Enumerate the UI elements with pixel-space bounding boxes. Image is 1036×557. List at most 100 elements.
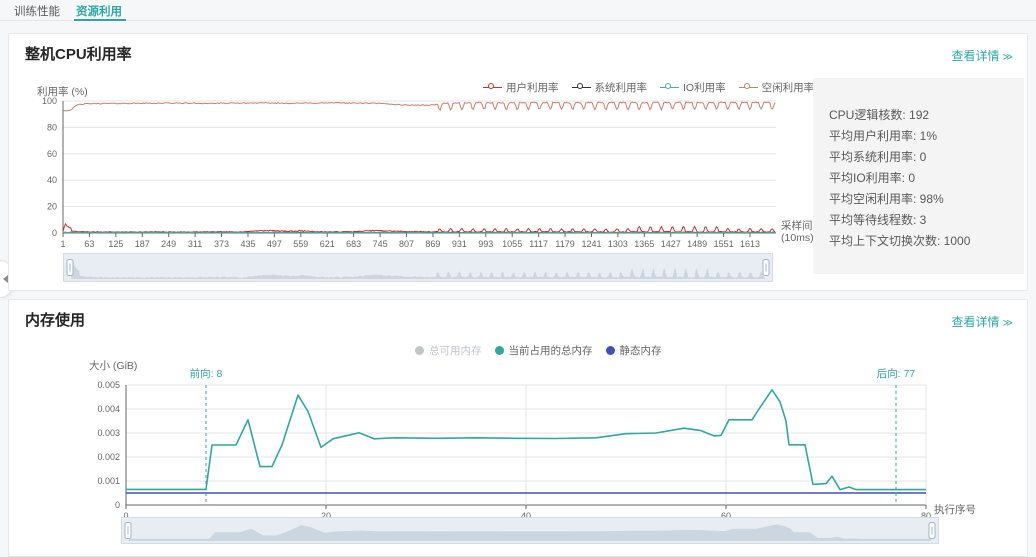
svg-text:63: 63 <box>84 239 94 249</box>
cpu-stats-panel: CPU逻辑核数: 192 平均用户利用率: 1% 平均系统利用率: 0 平均IO利用率… <box>813 78 1024 274</box>
dot-marker-icon <box>415 346 424 355</box>
svg-text:745: 745 <box>373 239 388 249</box>
stat-row: 平均IO利用率: 0 <box>829 168 1008 189</box>
legend-item-available[interactable]: 总可用内存 <box>415 343 482 358</box>
stat-value: 1000 <box>943 234 971 248</box>
svg-text:60: 60 <box>721 511 731 521</box>
stat-value: 0 <box>919 150 927 164</box>
svg-text:0.001: 0.001 <box>97 476 120 486</box>
legend-label: IO利用率 <box>683 82 726 94</box>
line-marker-icon <box>483 83 502 92</box>
memory-legend: 总可用内存 当前占用的总内存 静态内存 <box>415 343 675 358</box>
line-marker-icon <box>571 83 591 92</box>
svg-text:后向: 77: 后向: 77 <box>877 367 916 380</box>
svg-text:931: 931 <box>452 239 467 249</box>
legend-item-used[interactable]: 当前占用的总内存 <box>494 343 593 358</box>
stat-value: 98% <box>919 192 944 206</box>
memory-datazoom-slider[interactable] <box>121 517 939 544</box>
cpu-utilization-panel: 整机CPU利用率 查看详情 ≫ 用户利用率 系统利用率 IO利用率 空闲利用率 利用率 … <box>8 33 1028 291</box>
cpu-view-details-label: 查看详情 <box>951 49 1000 63</box>
cpu-datazoom-slider[interactable] <box>63 253 773 282</box>
svg-text:40: 40 <box>47 175 57 185</box>
stat-label: 平均等待线程数: <box>829 213 920 227</box>
legend-label: 系统利用率 <box>594 82 648 94</box>
svg-text:0: 0 <box>123 511 128 521</box>
memory-view-details-label: 查看详情 <box>951 315 1000 329</box>
legend-label: 空闲利用率 <box>761 82 815 94</box>
double-chevron-right-icon: ≫ <box>1002 318 1013 329</box>
svg-text:1489: 1489 <box>687 239 707 249</box>
memory-usage-chart: 0 0.001 0.002 0.003 0.004 0.005 0 20 40 60 80 前向: 8… <box>97 367 976 521</box>
legend-item-static[interactable]: 静态内存 <box>605 343 662 358</box>
svg-text:执行序号: 执行序号 <box>934 503 976 516</box>
collapse-left-icon <box>3 275 8 283</box>
dot-marker-icon <box>605 346 615 355</box>
tab-resource-utilization[interactable]: 资源利用 <box>76 6 122 18</box>
legend-item-user[interactable]: 用户利用率 <box>483 80 559 95</box>
legend-item-system[interactable]: 系统利用率 <box>571 80 648 95</box>
cpu-panel-title: 整机CPU利用率 <box>25 46 132 63</box>
legend-item-idle[interactable]: 空闲利用率 <box>738 80 815 95</box>
legend-label: 当前占用的总内存 <box>508 345 593 357</box>
stat-value: 192 <box>909 108 930 122</box>
svg-text:125: 125 <box>108 239 123 249</box>
legend-label: 静态内存 <box>619 345 662 357</box>
cpu-y-axis-name: 利用率 (%) <box>37 86 88 98</box>
stat-label: 平均用户利用率: <box>829 129 920 143</box>
svg-text:100: 100 <box>42 96 57 106</box>
svg-text:1303: 1303 <box>608 239 628 249</box>
svg-text:1551: 1551 <box>714 239 734 249</box>
memory-view-details-link[interactable]: 查看详情 ≫ <box>952 313 1013 330</box>
stat-row: CPU逻辑核数: 192 <box>829 105 1008 126</box>
svg-text:1365: 1365 <box>634 239 654 249</box>
svg-text:1179: 1179 <box>555 239 574 249</box>
tab-training-performance[interactable]: 训练性能 <box>14 6 60 18</box>
stat-value: 1% <box>919 129 938 143</box>
stat-row: 平均用户利用率: 1% <box>829 126 1008 147</box>
svg-text:559: 559 <box>293 239 308 249</box>
svg-text:0.003: 0.003 <box>97 428 120 438</box>
svg-text:869: 869 <box>425 239 440 249</box>
active-tab-underline <box>74 19 126 21</box>
svg-text:1241: 1241 <box>581 239 601 249</box>
svg-text:0.004: 0.004 <box>97 404 120 414</box>
svg-text:993: 993 <box>478 239 493 249</box>
svg-text:前向: 8: 前向: 8 <box>190 367 223 380</box>
cpu-utilization-chart: 0 20 40 60 80 100 1 63 125 187 249 311 373 435 497 559 6… <box>42 96 823 249</box>
legend-item-io[interactable]: IO利用率 <box>660 80 726 95</box>
svg-text:807: 807 <box>399 239 414 249</box>
memory-y-axis-name: 大小 (GiB) <box>89 360 138 372</box>
stat-label: 平均系统利用率: <box>829 150 920 164</box>
svg-text:311: 311 <box>188 239 202 249</box>
stat-value: 3 <box>919 213 927 227</box>
svg-text:1427: 1427 <box>661 239 681 249</box>
cpu-view-details-link[interactable]: 查看详情 ≫ <box>952 47 1013 64</box>
svg-text:435: 435 <box>240 239 255 249</box>
svg-text:20: 20 <box>321 511 331 521</box>
svg-text:249: 249 <box>161 239 176 249</box>
stat-row: 平均等待线程数: 3 <box>829 210 1008 231</box>
svg-text:0.002: 0.002 <box>97 452 120 462</box>
legend-label: 用户利用率 <box>506 82 559 94</box>
svg-text:373: 373 <box>214 239 229 249</box>
svg-text:683: 683 <box>346 239 361 249</box>
svg-text:1613: 1613 <box>740 239 760 249</box>
stat-label: 平均上下文切换次数: <box>829 234 944 248</box>
svg-text:60: 60 <box>47 149 57 159</box>
svg-text:0: 0 <box>115 500 120 510</box>
stat-row: 平均系统利用率: 0 <box>829 147 1008 168</box>
svg-text:497: 497 <box>267 239 282 249</box>
svg-text:0: 0 <box>52 228 57 238</box>
dot-marker-icon <box>494 346 504 355</box>
svg-text:(10ms): (10ms) <box>781 232 814 244</box>
svg-text:80: 80 <box>921 511 931 521</box>
stat-row: 平均空闲利用率: 98% <box>829 189 1008 210</box>
svg-text:621: 621 <box>320 239 335 249</box>
line-marker-icon <box>738 83 758 92</box>
svg-text:1055: 1055 <box>502 239 522 249</box>
svg-text:187: 187 <box>135 239 150 249</box>
svg-text:40: 40 <box>521 511 531 521</box>
svg-text:1117: 1117 <box>529 239 548 249</box>
stat-label: CPU逻辑核数: <box>829 108 910 122</box>
